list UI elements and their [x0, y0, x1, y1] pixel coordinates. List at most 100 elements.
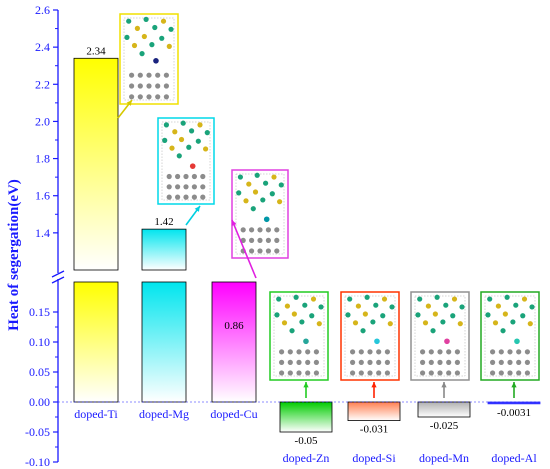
substrate-atom: [498, 370, 504, 376]
structure-inset: [231, 169, 289, 259]
category-label: doped-Si: [352, 451, 396, 465]
atom: [387, 321, 393, 327]
substrate-atom: [296, 359, 302, 365]
inset-border: [480, 291, 540, 381]
atom: [504, 294, 510, 300]
structure-inset: [410, 291, 470, 381]
substrate-atom: [437, 359, 443, 365]
atom: [513, 302, 519, 308]
inset-arrow: [231, 219, 257, 279]
atom: [495, 303, 501, 309]
substrate-atom: [498, 349, 504, 355]
substrate-atom: [428, 349, 434, 355]
atom: [180, 120, 186, 126]
atom: [263, 180, 269, 186]
category-label: doped-Cu: [210, 407, 257, 421]
substrate-atom: [428, 359, 434, 365]
substrate-atom: [200, 184, 206, 190]
atom: [168, 26, 174, 32]
atom: [289, 328, 295, 334]
y-tick-label-lower: 0.05: [29, 365, 50, 379]
substrate-atom: [367, 359, 373, 365]
atom: [195, 138, 201, 144]
bar-break-gap: [141, 271, 187, 281]
inset-border: [410, 291, 470, 381]
substrate-atom: [137, 94, 143, 100]
atom: [415, 312, 421, 318]
substrate-atom: [274, 237, 280, 243]
atom: [459, 304, 465, 310]
bar-doped-Mg: [141, 228, 187, 271]
substrate-atom: [129, 72, 135, 78]
atom: [236, 190, 242, 196]
axis-break-mark: [51, 270, 65, 278]
structure-inset: [157, 117, 215, 205]
atom: [159, 35, 165, 41]
structure-insets: [119, 13, 540, 381]
atom: [492, 320, 499, 326]
atom: [178, 136, 185, 143]
atom: [139, 51, 145, 57]
atom: [271, 174, 277, 180]
substrate-atom: [490, 349, 496, 355]
category-label: doped-Al: [491, 451, 537, 465]
inset-border: [340, 291, 400, 381]
substrate-atom: [367, 370, 373, 376]
atom: [197, 122, 203, 128]
inset-border: [269, 291, 329, 381]
substrate-atom: [524, 370, 531, 376]
atom: [291, 311, 297, 317]
data-label: -0.0031: [497, 407, 531, 419]
substrate-atom: [137, 72, 143, 78]
dopant-atom: [444, 338, 450, 345]
atom: [204, 130, 210, 136]
substrate-atom: [490, 359, 496, 365]
substrate-atom: [313, 359, 319, 365]
atom: [176, 153, 182, 159]
substrate-atom: [428, 370, 434, 376]
substrate-atom: [296, 370, 302, 376]
bar-lower-doped-Cu: [211, 281, 257, 403]
atom: [381, 296, 388, 302]
substrate-atom: [305, 359, 311, 365]
substrate-atom: [163, 72, 169, 78]
arrow-head: [194, 206, 200, 212]
data-label: -0.031: [360, 424, 388, 436]
inset-border: [157, 117, 215, 205]
substrate-atom: [279, 349, 285, 355]
atom: [131, 42, 138, 49]
data-label: -0.05: [295, 435, 318, 447]
atom: [277, 199, 283, 205]
y-tick-label-upper: 2.2: [35, 77, 50, 91]
y-axis: 1.4 1.6 1.8 2.0 2.2 2.4 2.6 -0.10 -0.05 0.00 0.05 0…: [25, 3, 540, 469]
atom: [362, 311, 368, 317]
substrate-atom: [287, 370, 293, 376]
substrate-atom: [155, 83, 161, 89]
substrate-atom: [249, 227, 255, 233]
atom: [309, 313, 315, 319]
atom: [166, 43, 172, 50]
substrate-atom: [175, 173, 181, 180]
atom: [430, 328, 436, 334]
substrate-atom: [249, 248, 255, 254]
atom: [162, 137, 168, 143]
substrate-atom: [191, 184, 197, 190]
substrate-atom: [191, 173, 197, 180]
substrate-atom: [358, 359, 364, 365]
substrate-atom: [516, 370, 522, 376]
substrate-atom: [296, 349, 302, 355]
substrate-atom: [163, 94, 169, 100]
substrate-atom: [305, 349, 311, 355]
substrate-atom: [129, 83, 135, 89]
substrate-atom: [274, 227, 280, 233]
atom: [520, 313, 526, 319]
atom: [510, 319, 516, 325]
dopant-atom: [153, 58, 159, 64]
atom: [355, 303, 361, 309]
substrate-atom: [437, 349, 443, 355]
substrate-atom: [166, 184, 172, 190]
atom: [302, 302, 308, 308]
arrow-head: [303, 382, 309, 388]
substrate-atom: [358, 349, 364, 355]
